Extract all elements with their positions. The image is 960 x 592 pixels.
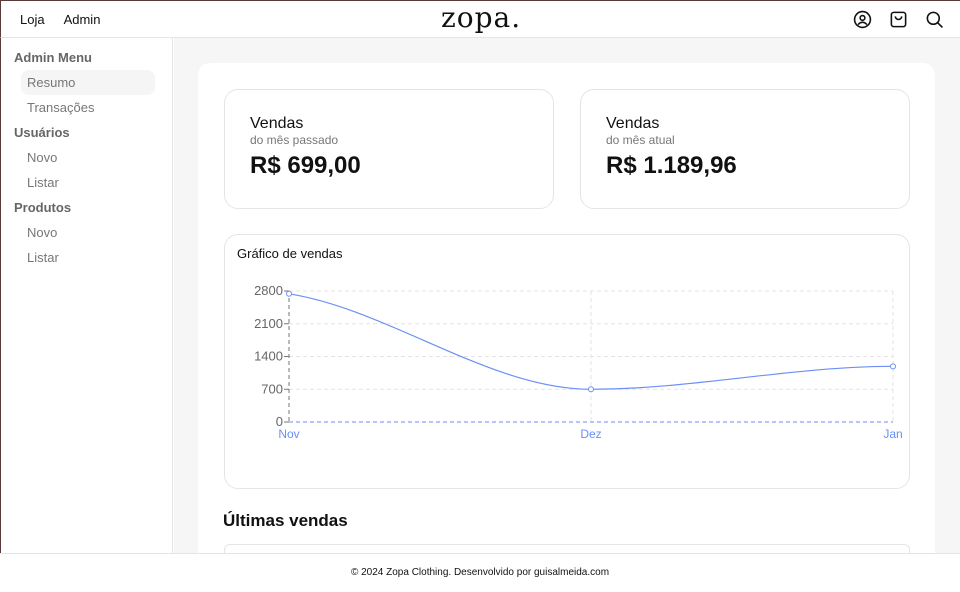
x-tick-label: Jan bbox=[883, 427, 902, 441]
sidebar-heading-produtos: Produtos bbox=[14, 200, 72, 215]
data-point bbox=[588, 386, 594, 393]
card-current-month: Vendas do mês atual R$ 1.189,96 bbox=[580, 89, 910, 209]
sidebar-item-transacoes[interactable]: Transações bbox=[27, 100, 95, 115]
chart-title: Gráfico de vendas bbox=[237, 246, 343, 261]
nav-admin[interactable]: Admin bbox=[63, 12, 101, 27]
sidebar-heading-admin: Admin Menu bbox=[14, 50, 92, 65]
data-point bbox=[890, 363, 896, 370]
footer-text: © 2024 Zopa Clothing. Desenvolvido por bbox=[350, 567, 534, 578]
search-icon[interactable] bbox=[925, 10, 944, 29]
card-value: R$ 699,00 bbox=[250, 152, 361, 179]
sidebar-item-usuarios-listar[interactable]: Listar bbox=[27, 175, 59, 190]
nav-loja[interactable]: Loja bbox=[20, 12, 45, 27]
latest-sales-title: Últimas vendas bbox=[223, 511, 348, 530]
sidebar-item-produtos-listar[interactable]: Listar bbox=[27, 250, 59, 265]
card-title: Vendas bbox=[606, 115, 660, 132]
card-title: Vendas bbox=[250, 115, 304, 132]
card-subtitle: do mês passado bbox=[250, 133, 339, 147]
y-tick-label: 2100 bbox=[254, 316, 283, 331]
card-last-month: Vendas do mês passado R$ 699,00 bbox=[224, 89, 554, 209]
sidebar-item-resumo[interactable]: Resumo bbox=[21, 70, 155, 95]
top-bar: Loja Admin zopa. bbox=[0, 0, 960, 38]
main-content: Vendas do mês passado R$ 699,00 Vendas d… bbox=[174, 38, 960, 584]
card-value: R$ 1.189,96 bbox=[606, 152, 737, 179]
y-tick-label: 700 bbox=[261, 381, 283, 396]
y-tick-label: 2800 bbox=[254, 283, 283, 298]
sales-chart: Gráfico de vendas 0 700 1400 2100 2800 Nov Dez… bbox=[224, 234, 910, 489]
data-point bbox=[286, 290, 292, 297]
user-icon[interactable] bbox=[853, 10, 872, 29]
card-subtitle: do mês atual bbox=[606, 133, 675, 147]
x-tick-label: Dez bbox=[580, 427, 601, 441]
sidebar: Admin Menu Resumo Transações Usuários No… bbox=[0, 38, 173, 553]
x-tick-label: Nov bbox=[278, 427, 299, 441]
sidebar-item-usuarios-novo[interactable]: Novo bbox=[27, 150, 58, 165]
footer: © 2024 Zopa Clothing. Desenvolvido por g… bbox=[0, 553, 960, 585]
chart-svg: 0 700 1400 2100 2800 Nov Dez Jan bbox=[254, 283, 903, 441]
logo[interactable]: zopa. bbox=[441, 1, 522, 34]
bag-icon[interactable] bbox=[889, 10, 908, 29]
sidebar-item-produtos-novo[interactable]: Novo bbox=[27, 225, 58, 240]
y-tick-label: 0 bbox=[276, 414, 283, 429]
dashboard-panel: Vendas do mês passado R$ 699,00 Vendas d… bbox=[198, 63, 935, 584]
y-tick-label: 1400 bbox=[254, 349, 283, 364]
sidebar-heading-usuarios: Usuários bbox=[14, 125, 70, 140]
footer-link[interactable]: guisalmeida.com bbox=[534, 567, 610, 578]
